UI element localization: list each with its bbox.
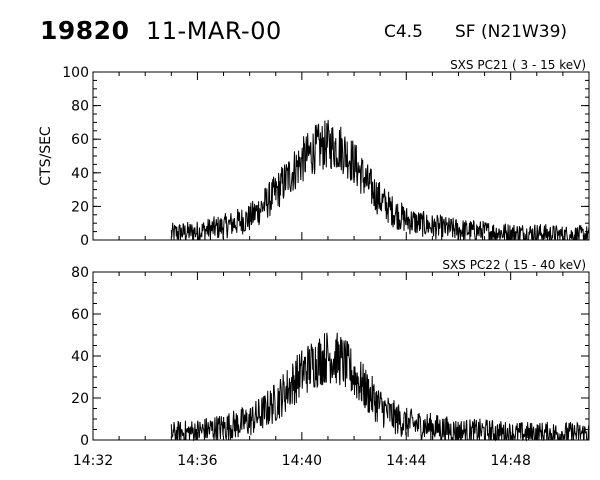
chart-title: SXS PC21 ( 3 - 15 keV): [450, 58, 586, 72]
y-tick-label: 40: [71, 349, 89, 365]
x-tick-label: 14:44: [386, 453, 426, 469]
flare-location: SF (N21W39): [455, 22, 568, 42]
y-tick-label: 100: [62, 65, 89, 81]
flare-class: C4.5: [384, 22, 423, 42]
y-tick-label: 0: [80, 433, 89, 449]
event-date: 11-MAR-00: [146, 17, 282, 45]
x-tick-label: 14:36: [177, 453, 217, 469]
plot-header: 19820 11-MAR-00 C4.5 SF (N21W39): [0, 0, 600, 50]
x-tick-label: 14:48: [491, 453, 531, 469]
y-tick-label: 80: [71, 265, 89, 281]
y-tick-label: 60: [71, 307, 89, 323]
chart-title: SXS PC22 ( 15 - 40 keV): [442, 258, 586, 272]
y-tick-label: 40: [71, 166, 89, 182]
y-tick-label: 20: [71, 199, 89, 215]
series-line: [170, 119, 590, 241]
y-tick-label: 20: [71, 391, 89, 407]
x-tick-label: 14:32: [73, 453, 113, 469]
series-line: [170, 332, 590, 442]
y-tick-label: 80: [71, 99, 89, 115]
y-axis-label: CTS/SEC: [38, 126, 54, 186]
y-tick-label: 60: [71, 132, 89, 148]
event-id: 19820: [40, 16, 130, 45]
x-tick-label: 14:40: [282, 453, 322, 469]
y-tick-label: 0: [80, 233, 89, 249]
